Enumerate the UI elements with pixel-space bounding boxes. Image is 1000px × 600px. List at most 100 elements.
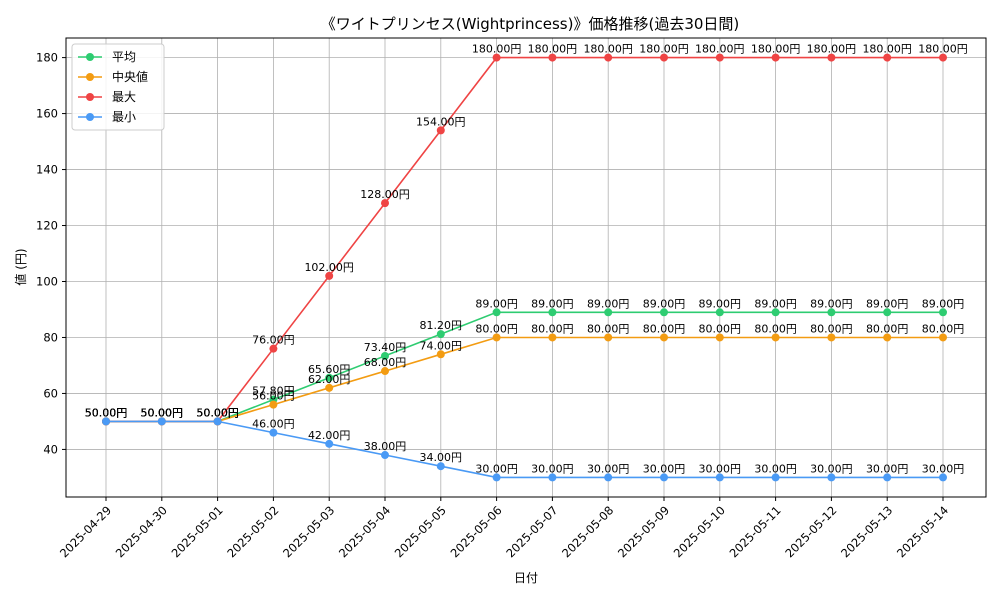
series-group [102, 53, 947, 482]
data-point [715, 473, 724, 482]
data-label: 30.00円 [531, 462, 574, 475]
data-point [492, 473, 501, 482]
data-point [436, 350, 445, 359]
data-point [771, 308, 780, 317]
y-tick-label: 140 [36, 163, 58, 177]
legend-frame [71, 43, 165, 131]
data-label: 30.00円 [475, 462, 518, 475]
x-tick-label: 2025-05-02 [224, 503, 281, 560]
data-label: 80.00円 [587, 322, 630, 335]
data-label: 80.00円 [810, 322, 853, 335]
data-point [771, 473, 780, 482]
series-line [106, 56, 943, 423]
x-tick-label: 2025-05-05 [392, 503, 449, 560]
data-label: 180.00円 [807, 43, 857, 56]
data-label: 154.00円 [416, 115, 466, 128]
data-label: 89.00円 [810, 297, 853, 310]
x-tick-label: 2025-04-30 [113, 503, 170, 560]
data-point [269, 344, 278, 353]
data-label: 50.00円 [85, 406, 128, 419]
data-point [325, 439, 334, 448]
legend-entry: 平均 [112, 50, 136, 64]
data-point [939, 53, 947, 62]
data-label: 128.00円 [360, 188, 410, 201]
data-label: 89.00円 [754, 297, 797, 310]
data-label: 180.00円 [583, 43, 633, 56]
data-label: 34.00円 [420, 451, 463, 464]
data-point [604, 333, 613, 342]
data-point [436, 330, 445, 339]
x-tick-label: 2025-05-09 [615, 503, 672, 560]
x-tick-label: 2025-05-01 [169, 503, 226, 560]
data-label: 30.00円 [699, 462, 742, 475]
legend-swatch-marker [86, 93, 94, 101]
chart-title: 《ワイトプリンセス(Wightprincess)》価格推移(過去30日間) [321, 15, 740, 33]
data-label: 180.00円 [862, 43, 912, 56]
legend-swatch-marker [86, 53, 94, 61]
data-point [883, 473, 892, 482]
data-label: 80.00円 [475, 322, 518, 335]
data-label: 180.00円 [918, 43, 968, 56]
x-tick-label: 2025-05-03 [280, 503, 337, 560]
plot-frame [65, 37, 987, 498]
data-point [939, 308, 947, 317]
data-label: 30.00円 [866, 462, 909, 475]
data-point [381, 451, 389, 460]
data-label: 50.00円 [196, 406, 239, 419]
data-point [492, 53, 501, 62]
data-point [660, 53, 668, 62]
x-tick-label: 2025-05-14 [894, 503, 951, 560]
legend-entry: 最小 [112, 110, 136, 124]
legend-entry: 中央値 [112, 69, 148, 84]
data-label: 180.00円 [472, 43, 522, 56]
y-tick-label: 180 [36, 51, 58, 65]
data-point [827, 53, 836, 62]
y-tick-label: 40 [43, 442, 58, 456]
data-point [381, 351, 389, 360]
data-point [381, 199, 389, 208]
data-label: 80.00円 [866, 322, 909, 335]
data-label: 30.00円 [643, 462, 686, 475]
data-label: 50.00円 [196, 406, 239, 419]
data-point [548, 308, 557, 317]
data-point [325, 373, 334, 382]
data-point [604, 473, 613, 482]
x-tick-label: 2025-05-08 [559, 503, 616, 560]
data-label: 56.00円 [252, 390, 295, 403]
data-point [883, 53, 892, 62]
data-label: 89.00円 [866, 297, 909, 310]
data-label: 50.00円 [141, 406, 184, 419]
data-point [213, 417, 222, 426]
y-tick-label: 60 [43, 386, 58, 400]
y-tick-label: 100 [36, 274, 58, 288]
data-label: 80.00円 [754, 322, 797, 335]
legend-swatch-marker [86, 73, 94, 81]
data-point [827, 308, 836, 317]
data-point [604, 53, 613, 62]
data-label: 180.00円 [695, 43, 745, 56]
data-point [436, 462, 445, 471]
data-label: 180.00円 [751, 43, 801, 56]
data-label: 89.00円 [475, 297, 518, 310]
data-label: 80.00円 [531, 322, 574, 335]
data-point [715, 53, 724, 62]
y-tick-label: 160 [36, 107, 58, 121]
data-label: 30.00円 [587, 462, 630, 475]
data-point [827, 333, 836, 342]
data-point [102, 417, 110, 426]
data-point [604, 308, 613, 317]
data-point [771, 333, 780, 342]
data-point [157, 417, 166, 426]
data-label: 50.00円 [85, 406, 128, 419]
x-tick-label: 2025-05-10 [671, 503, 728, 560]
data-label: 46.00円 [252, 418, 295, 431]
y-axis-label: 値 (円) [13, 248, 28, 285]
data-label: 89.00円 [643, 297, 686, 310]
data-label: 50.00円 [141, 406, 184, 419]
y-tick-label: 120 [36, 219, 58, 233]
data-point [548, 53, 557, 62]
data-label: 102.00円 [304, 261, 354, 274]
data-label: 30.00円 [754, 462, 797, 475]
data-point [715, 333, 724, 342]
